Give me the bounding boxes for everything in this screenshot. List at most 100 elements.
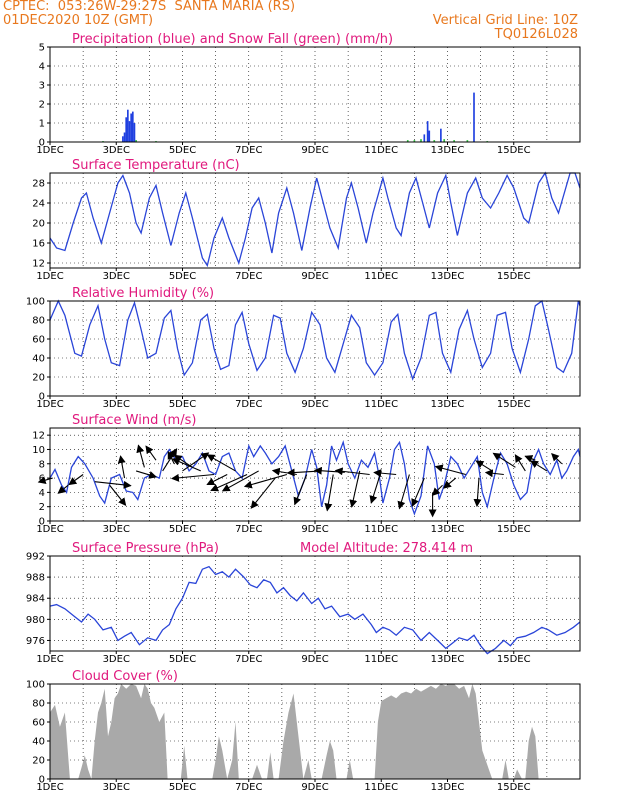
x-tick-label: 5DEC bbox=[169, 654, 196, 665]
precipitation-bar bbox=[125, 117, 128, 142]
x-tick-label: 3DEC bbox=[103, 145, 130, 156]
wind-vector bbox=[434, 464, 466, 476]
y-tick-label: 60 bbox=[32, 718, 45, 729]
wind-vector bbox=[221, 470, 259, 492]
wind-vector bbox=[210, 473, 248, 492]
wind-vector bbox=[373, 469, 397, 478]
y-tick-label: 16 bbox=[32, 239, 45, 250]
y-tick-label: 80 bbox=[32, 316, 45, 327]
x-tick-label: 7DEC bbox=[235, 524, 262, 535]
panel-pressure: 976 980 984 988 992 1DEC 3DEC 5DEC 7DEC 9DEC 11DEC… bbox=[26, 541, 581, 665]
precipitation-bar bbox=[440, 128, 442, 142]
y-tick-label: 2 bbox=[39, 502, 45, 513]
x-tick-label: 15DEC bbox=[497, 271, 531, 282]
y-tick-label: 992 bbox=[26, 552, 45, 563]
wind-vector bbox=[206, 474, 228, 485]
panel-rh: 0 20 40 60 80 100 1DEC 3DEC 5DEC 7DEC 9DEC 11DEC 13D… bbox=[26, 286, 581, 410]
precipitation-bar bbox=[131, 111, 134, 142]
panel-title: Surface Wind (m/s) bbox=[72, 413, 196, 428]
snowfall-bar bbox=[406, 140, 409, 142]
y-tick-label: 2 bbox=[39, 100, 45, 111]
x-tick-label: 1DEC bbox=[36, 782, 63, 793]
x-tick-label: 9DEC bbox=[301, 271, 328, 282]
precipitation-bar bbox=[123, 132, 126, 142]
temp-series-line bbox=[49, 171, 581, 268]
wind-vector bbox=[473, 478, 482, 508]
x-tick-label: 3DEC bbox=[103, 271, 130, 282]
wind-vector bbox=[530, 460, 548, 472]
pressure-series-line bbox=[49, 565, 581, 655]
wind-vector bbox=[349, 470, 361, 508]
precipitation-bar bbox=[423, 134, 426, 142]
y-tick-label: 0 bbox=[39, 775, 45, 786]
x-tick-label: 13DEC bbox=[431, 399, 465, 410]
wind-vector bbox=[173, 454, 193, 468]
wind-series-line bbox=[49, 440, 581, 516]
wind-vector bbox=[206, 454, 236, 472]
precipitation-bar bbox=[473, 92, 475, 142]
precipitation-bar bbox=[426, 121, 429, 142]
y-tick-label: 12 bbox=[32, 431, 45, 442]
y-tick-label: 0 bbox=[39, 517, 45, 528]
x-tick-label: 11DEC bbox=[364, 524, 398, 535]
wind-vector bbox=[475, 460, 493, 472]
wind-vector bbox=[182, 452, 210, 472]
forecast-date-label: 01DEC2020 10Z (GMT) bbox=[3, 13, 154, 28]
x-tick-label: 7DEC bbox=[235, 399, 262, 410]
cloud-cover-area bbox=[50, 684, 580, 779]
wind-vector bbox=[136, 444, 145, 468]
x-tick-label: 9DEC bbox=[301, 399, 328, 410]
wind-vector bbox=[524, 455, 536, 463]
x-tick-label: 11DEC bbox=[364, 654, 398, 665]
x-tick-label: 9DEC bbox=[301, 654, 328, 665]
y-tick-label: 20 bbox=[32, 219, 45, 230]
panel-annotation: Model Altitude: 278.414 m bbox=[300, 541, 473, 556]
wind-vector bbox=[250, 477, 276, 509]
y-tick-label: 984 bbox=[26, 594, 45, 605]
precipitation-bar bbox=[122, 136, 124, 142]
x-tick-label: 5DEC bbox=[169, 524, 196, 535]
panel-temp: 12 16 20 24 28 1DEC 3DEC 5DEC 7DEC 9DEC 11DEC 13DEC… bbox=[32, 158, 581, 282]
snowfall-bar bbox=[413, 140, 416, 142]
x-tick-label: 5DEC bbox=[169, 145, 196, 156]
panel-cloud: 0 20 40 60 80 100 1DEC 3DEC 5DEC 7DEC 9DEC 11DEC 13D… bbox=[26, 669, 581, 793]
precipitation-bar bbox=[128, 121, 131, 142]
model-code-label: TQ0126L028 bbox=[494, 27, 578, 42]
y-tick-label: 1 bbox=[39, 119, 45, 130]
wind-vector bbox=[369, 470, 382, 504]
x-tick-label: 3DEC bbox=[103, 782, 130, 793]
wind-vector bbox=[324, 474, 334, 512]
y-tick-label: 100 bbox=[26, 680, 45, 691]
wind-vector bbox=[68, 474, 84, 486]
y-tick-label: 980 bbox=[26, 615, 45, 626]
wind-vector bbox=[411, 477, 425, 507]
wind-vector bbox=[514, 454, 526, 472]
y-tick-label: 60 bbox=[32, 335, 45, 346]
x-tick-label: 13DEC bbox=[431, 271, 465, 282]
wind-vector bbox=[171, 458, 201, 472]
snowfall-bar bbox=[135, 140, 137, 142]
x-tick-label: 3DEC bbox=[103, 399, 130, 410]
wind-vector bbox=[117, 455, 126, 479]
y-tick-label: 20 bbox=[32, 373, 45, 384]
panel-precip: 0 1 2 3 4 5 1DEC 3DEC 5DEC 7DEC 9DEC 11DEC 13DEC 15DE… bbox=[36, 32, 581, 156]
y-tick-label: 12 bbox=[32, 259, 45, 270]
y-tick-label: 28 bbox=[32, 179, 45, 190]
wind-vector bbox=[109, 484, 127, 507]
y-tick-label: 4 bbox=[39, 62, 45, 73]
precipitation-bar bbox=[133, 123, 136, 142]
wind-vector bbox=[57, 484, 69, 494]
y-tick-label: 10 bbox=[32, 445, 45, 456]
snowfall-bar bbox=[443, 139, 446, 142]
y-tick-label: 8 bbox=[39, 459, 45, 470]
x-tick-label: 5DEC bbox=[169, 399, 196, 410]
y-tick-label: 40 bbox=[32, 354, 45, 365]
y-tick-label: 40 bbox=[32, 737, 45, 748]
panel-title: Cloud Cover (%) bbox=[72, 669, 178, 684]
wind-vector bbox=[145, 445, 157, 461]
x-tick-label: 7DEC bbox=[235, 271, 262, 282]
y-tick-label: 20 bbox=[32, 756, 45, 767]
x-tick-label: 5DEC bbox=[169, 782, 196, 793]
x-tick-label: 9DEC bbox=[301, 145, 328, 156]
